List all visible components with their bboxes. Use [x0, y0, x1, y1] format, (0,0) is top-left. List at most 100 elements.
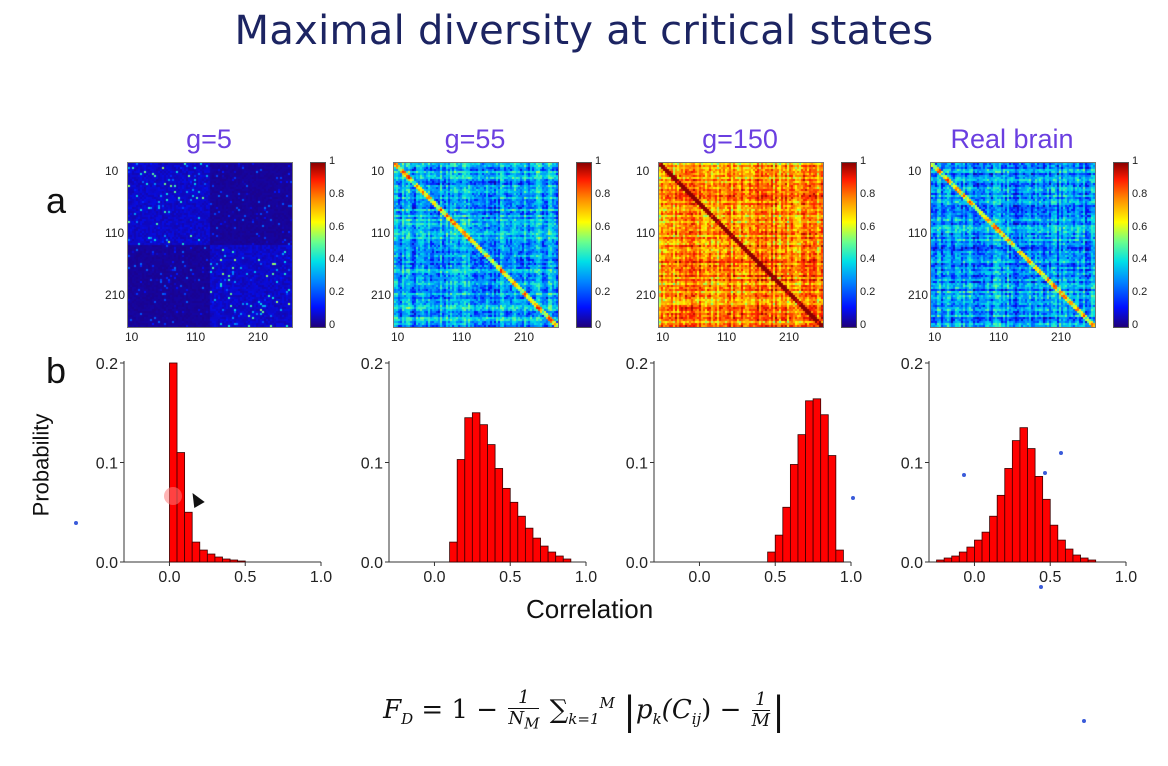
histogram-bar [936, 559, 945, 563]
heatmap-x-tick: 10 [125, 330, 139, 344]
histogram-bar [981, 531, 991, 563]
heatmap-y-tick: 110 [371, 226, 391, 240]
x-axis-label: Correlation [526, 594, 654, 624]
formula-frac-1-den-sub: M [524, 714, 540, 733]
histogram-bar [509, 501, 519, 563]
histogram-bar [966, 546, 975, 563]
histogram-bar [835, 549, 844, 563]
histogram-bar [555, 555, 564, 563]
heatmap-y-tick: 210 [371, 288, 392, 302]
colorbar-tick: 0.4 [595, 253, 611, 266]
colorbar [310, 162, 326, 328]
mouse-pointer-icon [187, 489, 205, 509]
heatmap-y-tick: 10 [371, 164, 385, 178]
x-tick-label: 0.5 [234, 569, 256, 586]
x-tick-label: 1.0 [575, 569, 597, 586]
colorbar-tick: 0.4 [329, 253, 345, 266]
colorbar-tick: 0 [595, 319, 602, 331]
formula-abs-left: | [623, 688, 636, 733]
formula-frac-1: 1 NM [508, 688, 540, 734]
histogram-bar [812, 398, 822, 563]
colorbar-tick: 0.8 [329, 187, 345, 200]
histogram-bar [1080, 557, 1089, 563]
heatmap-y-tick: 110 [908, 226, 928, 240]
slide-title: Maximal diversity at critical states [234, 8, 934, 54]
heatmap-y-tick: 110 [105, 226, 125, 240]
y-tick-label: 0.1 [96, 456, 118, 473]
histogram-bar [989, 515, 998, 563]
panel-label-a: a [46, 180, 67, 221]
heatmap-x-tick: 210 [514, 330, 535, 344]
stray-dot-icon [74, 521, 78, 525]
correlation-heatmap [930, 162, 1096, 328]
x-tick-label: 0.5 [764, 569, 786, 586]
histogram-bar [943, 557, 953, 563]
colorbar-tick: 0.6 [595, 220, 611, 233]
y-tick-label: 0.1 [901, 456, 923, 473]
formula-lhs: F [383, 694, 402, 725]
histogram-bar [1049, 524, 1059, 563]
y-axis-label: Probability [28, 413, 54, 517]
panel-label-b: b [46, 350, 67, 391]
heatmap-title: g=55 [444, 124, 506, 154]
histogram-bar [1034, 476, 1044, 563]
histogram-bar [1087, 559, 1097, 563]
formula-sum-sup: M [599, 694, 615, 713]
histogram-bar [774, 534, 784, 563]
y-tick-label: 0.0 [361, 555, 383, 572]
histogram-bar [517, 515, 526, 563]
colorbar-tick: 0.8 [1132, 187, 1148, 200]
histogram-bar [996, 494, 1006, 563]
histogram-bar [191, 541, 201, 563]
heatmap-x-tick: 10 [928, 330, 942, 344]
histogram-bar [229, 559, 239, 563]
colorbar-tick: 0.2 [860, 286, 876, 299]
histogram-bar [487, 444, 496, 563]
histogram-bar [540, 545, 549, 563]
formula-p: p [635, 694, 653, 725]
formula-sum: ∑ [549, 694, 569, 725]
heatmap-y-tick: 210 [105, 288, 126, 302]
colorbar-tick: 0.8 [595, 187, 611, 200]
histogram-bar [479, 424, 488, 563]
histogram-bar [782, 506, 791, 563]
histogram-bar [169, 362, 178, 563]
x-tick-label: 0.0 [158, 569, 180, 586]
x-tick-label: 1.0 [1115, 569, 1137, 586]
heatmap-title: Real brain [950, 124, 1074, 154]
correlation-heatmap [658, 162, 824, 328]
stray-dot-icon [1082, 719, 1086, 723]
colorbar [576, 162, 592, 328]
heatmap-y-tick: 210 [908, 288, 929, 302]
y-tick-label: 0.0 [96, 555, 118, 572]
stray-dot-icon [1043, 471, 1047, 475]
y-tick-label: 0.1 [361, 456, 383, 473]
x-tick-label: 0.0 [963, 569, 985, 586]
stray-dot-icon [962, 473, 966, 477]
stray-dot-icon [1059, 451, 1063, 455]
colorbar [1113, 162, 1129, 328]
histogram-bar [1027, 448, 1036, 563]
formula-close: ) − [701, 694, 750, 725]
correlation-heatmap [127, 162, 293, 328]
y-tick-label: 0.2 [901, 356, 923, 373]
histogram-bar [1042, 498, 1051, 563]
x-tick-label: 0.0 [688, 569, 710, 586]
formula-frac-2: 1 M [751, 690, 771, 731]
histogram-bar [532, 537, 541, 563]
histogram-bar [237, 560, 246, 563]
heatmap-x-tick: 210 [248, 330, 269, 344]
histogram-bar [1019, 427, 1028, 563]
colorbar-tick: 0 [1132, 319, 1139, 331]
heatmap-x-tick: 110 [452, 330, 472, 344]
colorbar-tick: 0.2 [329, 286, 345, 299]
histogram-bar [494, 468, 504, 563]
heatmap-y-tick: 10 [636, 164, 650, 178]
colorbar-tick: 1 [595, 155, 602, 167]
histogram-bar [176, 452, 186, 563]
formula-abs-right: | [772, 688, 785, 733]
stray-dot-icon [851, 496, 855, 500]
histogram-bar [958, 551, 968, 563]
histogram-bar [1004, 468, 1013, 563]
